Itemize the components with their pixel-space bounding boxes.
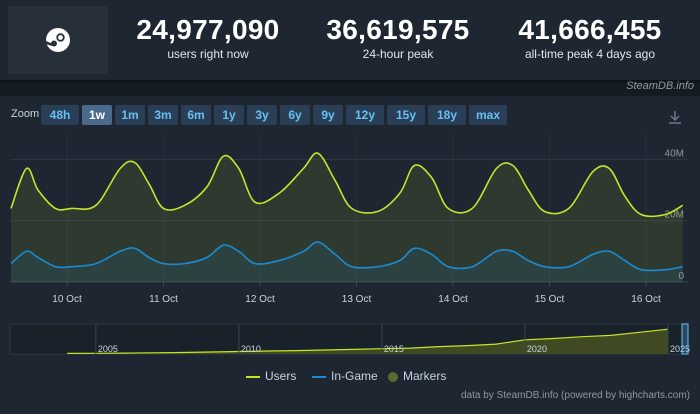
series-line-users	[10, 152, 684, 218]
stat-label: 24-hour peak	[362, 47, 434, 61]
navigator-year-label: 2020	[527, 344, 547, 354]
zoom-button-48h[interactable]: 48h	[41, 105, 79, 125]
y-tick-label: 40M	[665, 148, 684, 159]
zoom-button-1m[interactable]: 1m	[115, 105, 145, 125]
download-icon[interactable]	[668, 110, 682, 124]
series-area-0	[11, 152, 683, 282]
chart-panel: 0 20M 40M 10 Oct 11 Oct 12 Oct 13 Oct 14 Oct 15 …	[0, 96, 700, 414]
zoom-button-1y[interactable]: 1y	[214, 105, 244, 125]
x-tick-label: 11 Oct	[149, 294, 178, 305]
zoom-button-6m[interactable]: 6m	[181, 105, 211, 125]
highcharts-credit[interactable]: data by SteamDB.info (powered by highcha…	[461, 390, 690, 401]
zoom-button-1w[interactable]: 1w	[82, 105, 112, 125]
steam-icon	[46, 28, 70, 52]
chart-svg: 0 20M 40M 10 Oct 11 Oct 12 Oct 13 Oct 14 Oct 15 …	[9, 134, 690, 355]
navigator-year-label: 2015	[384, 344, 404, 354]
legend-markers-label: Markers	[403, 369, 447, 383]
x-tick-label: 10 Oct	[52, 294, 82, 305]
legend-ingame-label: In-Game	[331, 369, 378, 383]
legend-users-label: Users	[265, 369, 297, 383]
stat-value: 24,977,090	[136, 14, 280, 45]
legend-ingame[interactable]: In-Game	[312, 369, 378, 383]
chart-legend: Users In-Game Markers	[0, 369, 700, 385]
steam-logo[interactable]	[8, 6, 108, 74]
x-tick-label: 15 Oct	[535, 294, 565, 305]
y-tick-label: 20M	[665, 210, 684, 221]
zoom-button-15y[interactable]: 15y	[387, 105, 425, 125]
stat-value: 41,666,455	[518, 14, 662, 45]
zoom-button-6y[interactable]: 6y	[280, 105, 310, 125]
stat-label: all-time peak 4 days ago	[524, 47, 656, 61]
legend-users-swatch	[246, 375, 260, 378]
zoom-label: Zoom	[11, 108, 40, 120]
x-tick-label: 14 Oct	[438, 294, 468, 305]
navigator-line	[67, 328, 669, 354]
navigator-year-label: 2025	[670, 344, 690, 354]
zoom-button-max[interactable]: max	[469, 105, 507, 125]
x-tick-label: 16 Oct	[631, 294, 661, 305]
navigator-area	[67, 329, 668, 354]
zoom-button-12y[interactable]: 12y	[346, 105, 384, 125]
legend-markers-swatch	[388, 371, 398, 382]
legend-ingame-swatch	[312, 375, 326, 378]
zoom-button-3m[interactable]: 3m	[148, 105, 178, 125]
stat-label: users right now	[167, 47, 249, 61]
stat-all-time-peak: 41,666,455 all-time peak 4 days ago	[500, 14, 680, 62]
navigator-handle	[681, 323, 689, 355]
zoom-button-18y[interactable]: 18y	[428, 105, 466, 125]
stat-value: 36,619,575	[326, 14, 470, 45]
series-line-ingame	[10, 241, 683, 272]
stat-24h-peak: 36,619,575 24-hour peak	[308, 14, 488, 62]
y-tick-label: 0	[678, 271, 684, 282]
steamdb-credit[interactable]: SteamDB.info	[626, 80, 694, 92]
x-tick-label: 12 Oct	[245, 294, 275, 305]
legend-markers[interactable]: Markers	[388, 369, 446, 383]
x-tick-label: 13 Oct	[342, 294, 372, 305]
legend-users[interactable]: Users	[246, 369, 296, 383]
zoom-button-9y[interactable]: 9y	[313, 105, 343, 125]
navigator-year-label: 2010	[241, 344, 261, 354]
zoom-button-3y[interactable]: 3y	[247, 105, 277, 125]
navigator-year-label: 2005	[98, 344, 118, 354]
stats-header: 24,977,090 users right now 36,619,575 24…	[0, 0, 700, 82]
stat-current-users: 24,977,090 users right now	[118, 14, 298, 62]
